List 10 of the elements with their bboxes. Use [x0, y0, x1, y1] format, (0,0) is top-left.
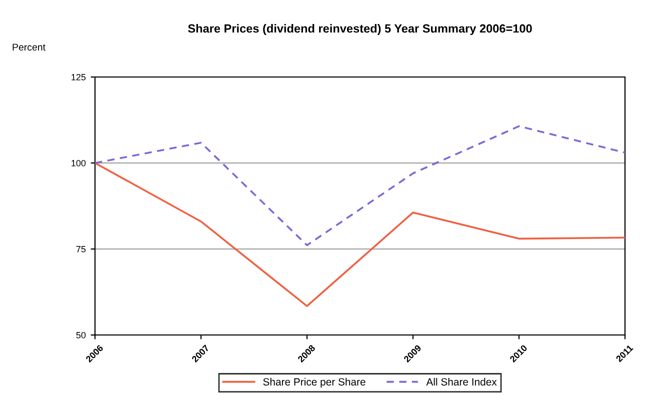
line-series — [95, 125, 625, 246]
y-axis-title: Percent — [12, 44, 46, 51]
chart-title: Share Prices (dividend reinvested) 5 Year Summary 2006=100 — [188, 24, 532, 36]
legend-label: Share Price per Share — [263, 378, 366, 388]
y-tick-label: 100 — [72, 160, 86, 166]
y-tick-label: 50 — [76, 332, 86, 338]
y-tick-label: 75 — [76, 246, 86, 252]
legend-label: All Share Index — [426, 378, 497, 386]
y-tick-label: 125 — [72, 74, 86, 80]
line-series — [95, 162, 625, 308]
